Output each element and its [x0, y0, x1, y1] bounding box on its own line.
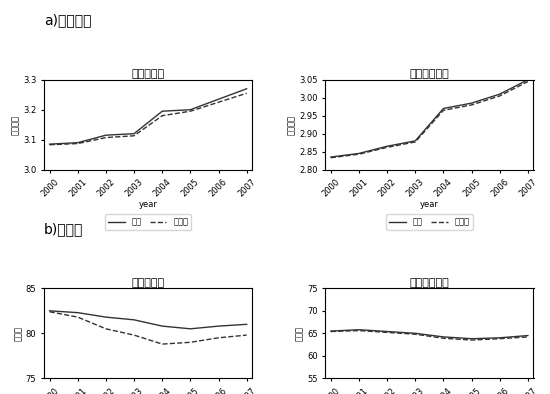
Y-axis label: 对数工资: 对数工资 — [287, 115, 296, 135]
Y-axis label: 对数工资: 对数工资 — [11, 115, 20, 135]
Legend: 事实, 反事实: 事实, 反事实 — [386, 214, 472, 230]
Title: 中低技术工人: 中低技术工人 — [410, 278, 449, 288]
Y-axis label: 就业率: 就业率 — [14, 326, 23, 341]
Text: a)工资对数: a)工资对数 — [44, 13, 91, 27]
X-axis label: year: year — [139, 200, 158, 209]
X-axis label: year: year — [420, 200, 439, 209]
Title: 高技术工人: 高技术工人 — [131, 69, 164, 79]
Title: 高技术工人: 高技术工人 — [131, 278, 164, 288]
Y-axis label: 就业率: 就业率 — [295, 326, 304, 341]
Text: b)就业率: b)就业率 — [44, 222, 84, 236]
Legend: 事实, 反事实: 事实, 反事实 — [105, 214, 191, 230]
Title: 中低技术工人: 中低技术工人 — [410, 69, 449, 79]
